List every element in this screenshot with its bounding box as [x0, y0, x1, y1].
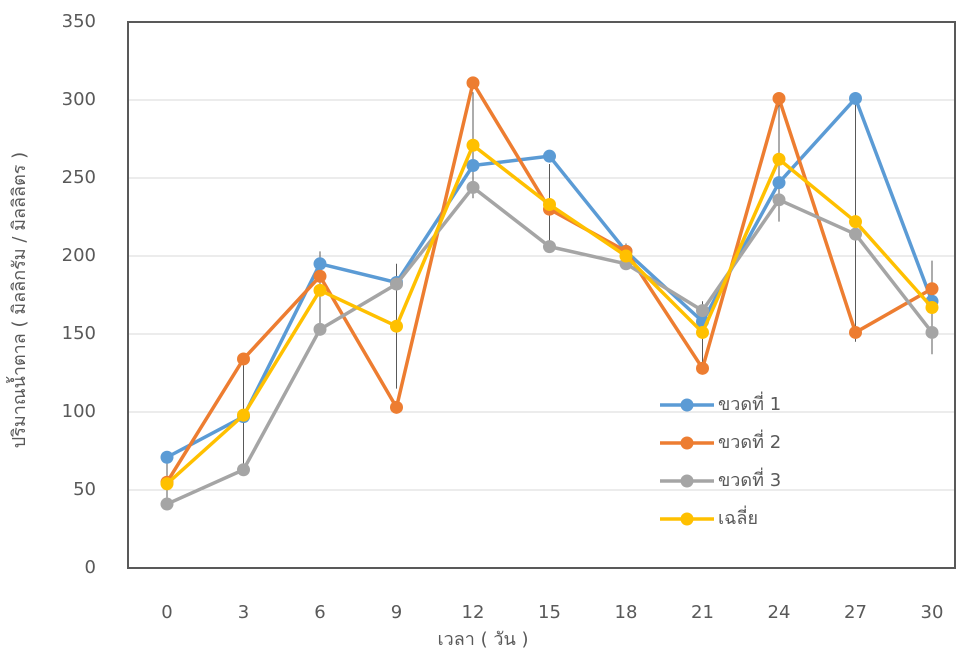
data-point [467, 181, 480, 194]
data-point [314, 270, 327, 283]
y-tick-label: 100 [62, 401, 96, 422]
y-tick-label: 150 [62, 323, 96, 344]
x-tick-label: 3 [238, 602, 249, 623]
data-point [773, 153, 786, 166]
legend-marker [681, 399, 694, 412]
data-point [237, 352, 250, 365]
y-tick-label: 350 [62, 11, 96, 32]
data-point [467, 139, 480, 152]
data-point [773, 92, 786, 105]
data-point [161, 498, 174, 511]
legend-label: ขวดที่ 3 [718, 467, 781, 491]
data-point [849, 92, 862, 105]
legend-marker [681, 475, 694, 488]
data-point [543, 198, 556, 211]
x-tick-label: 30 [921, 602, 944, 623]
data-point [849, 228, 862, 241]
x-tick-label: 18 [615, 602, 638, 623]
data-point [926, 301, 939, 314]
data-point [467, 159, 480, 172]
data-point [161, 451, 174, 464]
x-tick-label: 12 [462, 602, 485, 623]
data-point [390, 320, 403, 333]
x-axis-label: เวลา ( วัน ) [437, 629, 528, 650]
data-point [237, 463, 250, 476]
data-point [543, 150, 556, 163]
data-point [926, 326, 939, 339]
legend-marker [681, 437, 694, 450]
data-point [849, 326, 862, 339]
x-tick-label: 15 [538, 602, 561, 623]
data-point [543, 240, 556, 253]
data-point [161, 477, 174, 490]
y-tick-label: 300 [62, 89, 96, 110]
y-axis-label: ปริมาณน้ำตาล ( มิลลิกรัม / มิลลิลิตร ) [6, 152, 30, 448]
x-tick-label: 0 [161, 602, 172, 623]
data-point [696, 304, 709, 317]
data-point [390, 278, 403, 291]
data-point [237, 409, 250, 422]
x-tick-label: 9 [391, 602, 402, 623]
data-point [696, 326, 709, 339]
data-point [773, 193, 786, 206]
x-tick-label: 27 [844, 602, 867, 623]
data-point [773, 176, 786, 189]
legend-label: ขวดที่ 2 [718, 429, 781, 453]
x-tick-label: 24 [768, 602, 791, 623]
x-tick-label: 21 [691, 602, 714, 623]
chart: เวลา ( วัน ) ปริมาณน้ำตาล ( มิลลิกรัม / … [0, 0, 958, 657]
data-point [314, 323, 327, 336]
data-point [926, 282, 939, 295]
x-tick-label: 6 [314, 602, 325, 623]
legend-label: ขวดที่ 1 [718, 391, 781, 415]
y-tick-label: 50 [73, 479, 96, 500]
data-point [390, 401, 403, 414]
legend-label: เฉลี่ย [718, 505, 758, 529]
plot-frame [128, 22, 955, 568]
y-tick-label: 0 [85, 557, 96, 578]
legend-marker [681, 513, 694, 526]
data-point [314, 257, 327, 270]
data-point [314, 284, 327, 297]
y-tick-label: 200 [62, 245, 96, 266]
y-tick-label: 250 [62, 167, 96, 188]
data-point [620, 250, 633, 263]
data-point [467, 76, 480, 89]
data-point [849, 215, 862, 228]
data-point [696, 362, 709, 375]
